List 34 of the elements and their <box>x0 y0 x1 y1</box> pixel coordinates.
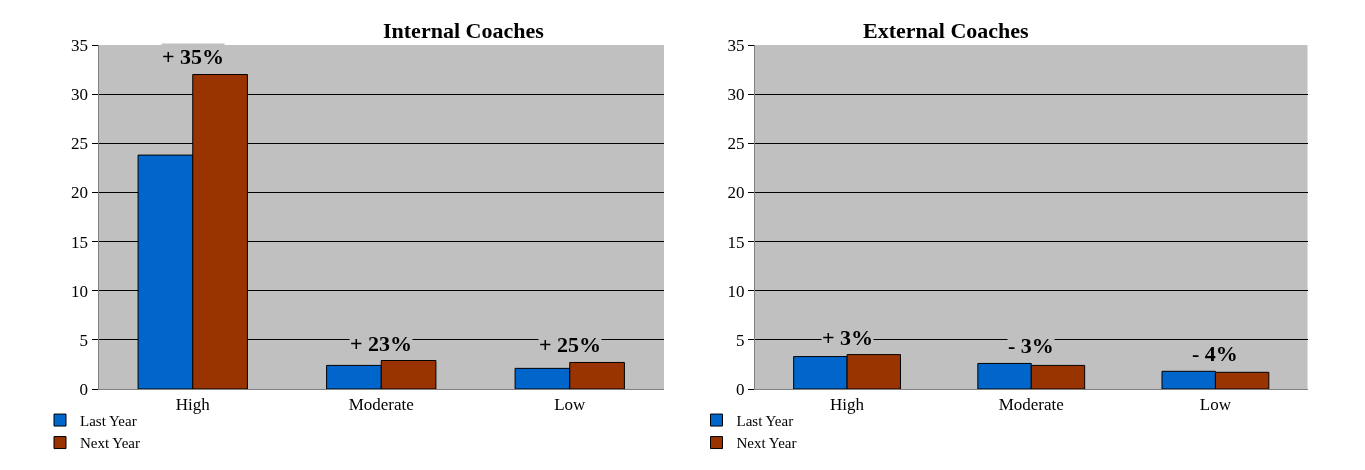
y-tick-label: 25 <box>71 134 89 154</box>
y-tick-label: 5 <box>79 330 89 350</box>
annotation: - 3% <box>1008 333 1054 358</box>
y-tick-label: 10 <box>71 281 89 301</box>
legend-label: Last Year <box>736 412 794 429</box>
legend-label: Last Year <box>80 412 137 429</box>
y-tick-label: 5 <box>736 330 745 350</box>
x-tick-label: Moderate <box>998 395 1064 415</box>
y-tick-label: 20 <box>727 183 745 203</box>
y-tick-label: 35 <box>727 35 745 55</box>
x-tick-label: High <box>830 395 865 415</box>
annotation: - 4% <box>1192 341 1238 366</box>
chart-title: Internal Coaches <box>383 18 545 43</box>
annotation: + 3% <box>822 325 874 350</box>
x-tick-label: Moderate <box>348 395 414 415</box>
y-tick-label: 30 <box>71 85 89 105</box>
annotation: + 23% <box>350 331 413 356</box>
annotation: + 25% <box>539 332 602 357</box>
y-tick-label: 35 <box>71 35 89 55</box>
y-tick-label: 15 <box>727 232 745 252</box>
chart-title: External Coaches <box>863 18 1030 43</box>
x-tick-label: Low <box>554 395 587 415</box>
x-tick-label: High <box>175 395 211 415</box>
y-tick-label: 0 <box>736 379 745 399</box>
annotation: + 35% <box>162 44 225 69</box>
y-tick-label: 25 <box>727 134 745 154</box>
legend-label: Next Year <box>736 435 797 452</box>
legend-label: Next Year <box>80 435 140 452</box>
y-tick-label: 20 <box>71 183 89 203</box>
y-tick-label: 10 <box>727 281 745 301</box>
y-tick-label: 0 <box>79 379 89 399</box>
y-tick-label: 15 <box>71 232 89 252</box>
x-tick-label: Low <box>1199 395 1232 415</box>
y-tick-label: 30 <box>727 85 745 105</box>
